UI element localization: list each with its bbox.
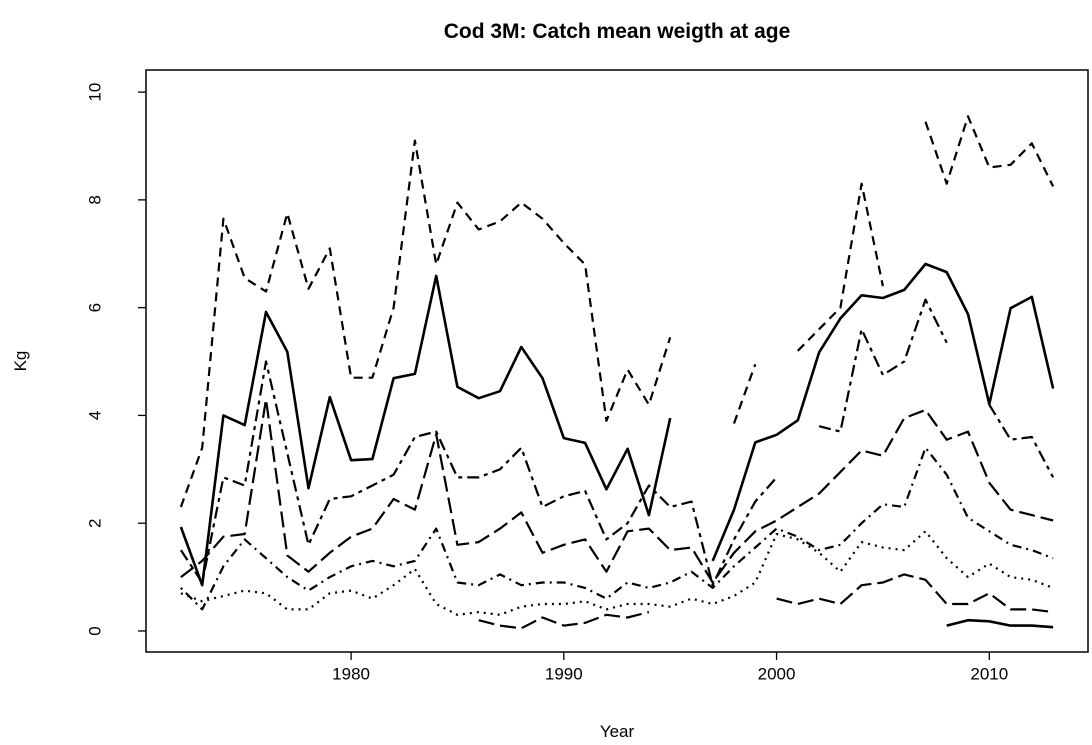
x-tick-label: 2000 (758, 664, 796, 683)
x-tick-label: 1990 (545, 664, 583, 683)
series-line (180, 530, 1054, 616)
y-axis-label: Kg (11, 351, 30, 372)
series-line (179, 262, 1055, 587)
y-tick-label: 4 (85, 411, 104, 420)
y-tick-label: 8 (85, 195, 104, 204)
x-tick-label: 1980 (332, 664, 370, 683)
x-tick-label: 2010 (970, 664, 1008, 683)
x-axis-label: Year (600, 722, 635, 741)
y-tick-label: 6 (85, 303, 104, 312)
chart-title: Cod 3M: Catch mean weigth at age (444, 20, 791, 43)
y-tick-label: 10 (85, 83, 104, 102)
series-line (946, 618, 1054, 629)
y-tick-label: 0 (85, 626, 104, 635)
series-line (478, 573, 1054, 630)
series-line (179, 298, 1055, 587)
series-line (180, 446, 1054, 611)
series-line (179, 115, 1055, 508)
series-line (180, 398, 1054, 584)
y-tick-label: 2 (85, 518, 104, 527)
plot-frame (145, 69, 1089, 653)
